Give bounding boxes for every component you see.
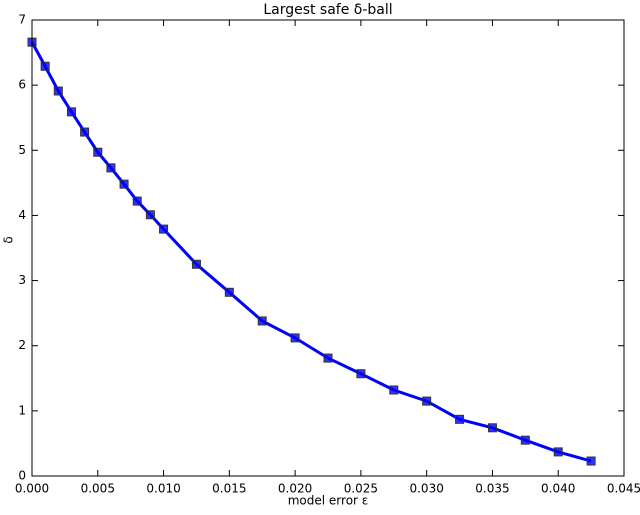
y-tick-label: 0 [18, 469, 26, 483]
data-marker [40, 61, 50, 71]
data-marker [80, 127, 90, 137]
data-marker [106, 163, 116, 173]
y-tick-label: 3 [18, 273, 26, 287]
x-tick-label: 0.010 [146, 482, 180, 496]
data-marker [93, 147, 103, 157]
y-axis-label: δ [2, 236, 16, 243]
data-marker [145, 210, 155, 220]
data-marker [159, 224, 169, 234]
x-tick-label: 0.020 [278, 482, 312, 496]
chart-title: Largest safe δ-ball [263, 2, 392, 18]
data-marker [119, 179, 129, 189]
data-marker [290, 333, 300, 343]
x-tick-label: 0.030 [409, 482, 443, 496]
y-tick-label: 4 [18, 208, 26, 222]
data-marker [356, 369, 366, 379]
data-marker [389, 385, 399, 395]
data-marker [586, 456, 596, 466]
x-tick-label: 0.000 [15, 482, 49, 496]
plot-frame [31, 19, 625, 477]
data-marker [191, 259, 201, 269]
data-marker [66, 107, 76, 117]
data-marker [455, 414, 465, 424]
data-marker [132, 196, 142, 206]
data-marker [53, 86, 63, 96]
data-marker [257, 316, 267, 326]
x-tick-label: 0.015 [212, 482, 246, 496]
y-tick-label: 1 [18, 403, 26, 417]
x-axis-label: model error ε [288, 494, 369, 508]
data-marker [520, 435, 530, 445]
data-marker [553, 447, 563, 457]
y-tick-label: 7 [18, 13, 26, 27]
x-tick-label: 0.005 [81, 482, 115, 496]
x-tick-label: 0.025 [344, 482, 378, 496]
data-marker [422, 396, 432, 406]
data-marker [323, 353, 333, 363]
data-marker [224, 287, 234, 297]
y-tick-label: 2 [18, 338, 26, 352]
y-tick-label: 6 [18, 78, 26, 92]
data-marker [487, 423, 497, 433]
x-tick-label: 0.040 [541, 482, 575, 496]
y-tick-label: 5 [18, 143, 26, 157]
x-tick-label: 0.035 [475, 482, 509, 496]
x-tick-label: 0.045 [607, 482, 640, 496]
